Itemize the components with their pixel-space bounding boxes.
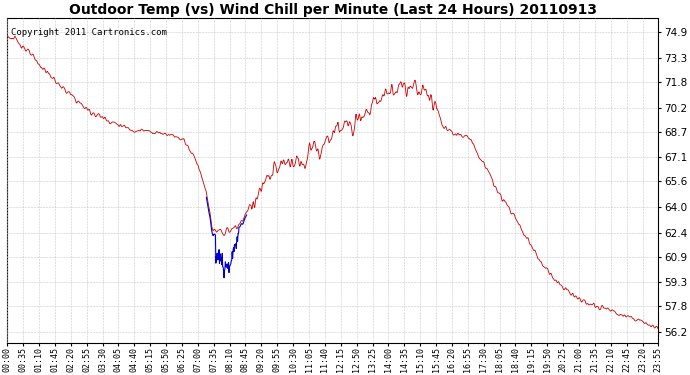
Title: Outdoor Temp (vs) Wind Chill per Minute (Last 24 Hours) 20110913: Outdoor Temp (vs) Wind Chill per Minute … (69, 3, 597, 17)
Text: Copyright 2011 Cartronics.com: Copyright 2011 Cartronics.com (10, 28, 166, 37)
